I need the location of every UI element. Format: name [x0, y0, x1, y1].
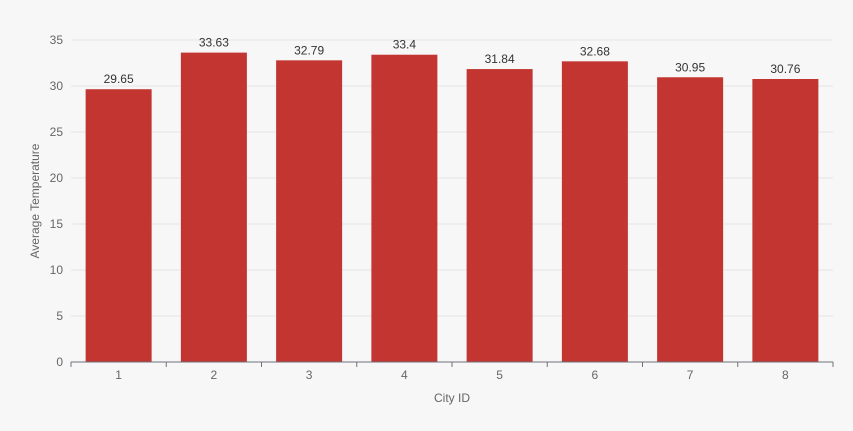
y-tick-label: 30	[50, 79, 64, 93]
bar	[561, 61, 628, 363]
x-axis-title: City ID	[434, 391, 470, 405]
x-tick-label: 2	[211, 368, 218, 382]
bar	[466, 69, 533, 363]
x-tick-label: 7	[687, 368, 694, 382]
data-label: 32.79	[294, 43, 324, 57]
x-tick-label: 5	[496, 368, 503, 382]
x-tick-label: 1	[115, 368, 122, 382]
y-tick-label: 35	[50, 33, 64, 47]
data-label: 33.4	[393, 38, 417, 52]
x-tick-label: 8	[782, 368, 789, 382]
bar	[85, 89, 152, 362]
axes	[70, 361, 834, 367]
data-label: 31.84	[485, 52, 515, 66]
y-tick-label: 20	[50, 171, 64, 185]
x-tick-label: 4	[401, 368, 408, 382]
data-label: 29.65	[104, 72, 134, 86]
labels: 0 5 10 15 20 25 30 35 29.65 1 33.63 2 32.79 3 33.4 4 31.…	[50, 33, 801, 382]
data-label: 30.76	[770, 62, 800, 76]
data-label: 30.95	[675, 60, 705, 74]
data-label: 33.63	[199, 36, 229, 50]
bar	[180, 52, 247, 362]
bar	[371, 54, 438, 362]
y-tick-label: 10	[50, 263, 64, 277]
y-tick-label: 5	[56, 309, 63, 323]
bar	[657, 77, 724, 362]
y-tick-label: 0	[56, 355, 63, 369]
y-tick-label: 25	[50, 125, 64, 139]
bars	[85, 52, 819, 363]
y-tick-label: 15	[50, 217, 64, 231]
x-tick-label: 6	[592, 368, 599, 382]
x-tick-label: 3	[306, 368, 313, 382]
y-axis-title: Average Temperature	[28, 143, 42, 258]
bar	[752, 79, 819, 363]
bar	[276, 60, 343, 362]
data-label: 32.68	[580, 44, 610, 58]
